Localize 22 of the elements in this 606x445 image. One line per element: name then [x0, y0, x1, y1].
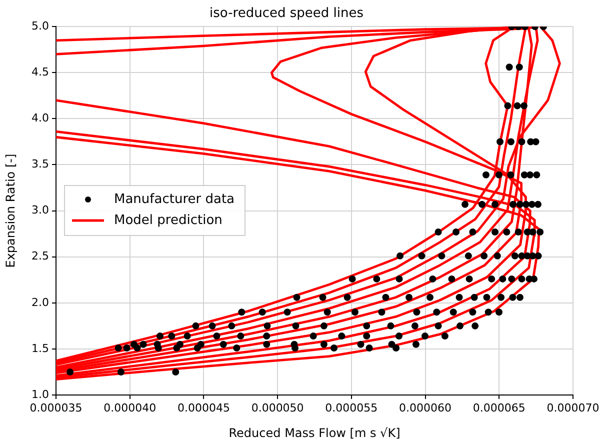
y-tick-label: 4.5 — [32, 66, 49, 79]
legend-label: Model prediction — [114, 212, 222, 228]
y-tick-label: 1.0 — [32, 388, 49, 401]
x-axis-title: Reduced Mass Flow [m s √K] — [228, 426, 400, 440]
x-tick-label: 0.000040 — [104, 401, 156, 414]
y-tick-label: 5.0 — [32, 19, 49, 32]
y-tick-label: 2.5 — [32, 250, 49, 263]
y-tick-label: 2.0 — [32, 296, 49, 309]
x-tick-label: 0.000050 — [251, 401, 304, 414]
x-tick-label: 0.000035 — [30, 401, 82, 414]
y-tick-label: 3.0 — [32, 204, 49, 217]
y-axis-title: Expansion Ratio [-] — [3, 154, 18, 268]
legend-label: Manufacturer data — [114, 192, 235, 207]
x-tick-label: 0.000045 — [177, 401, 230, 414]
y-tick-label: 3.5 — [32, 158, 49, 171]
x-tick-label: 0.000065 — [472, 401, 526, 414]
y-tick-label: 1.5 — [32, 342, 49, 355]
x-tick-label: 0.000070 — [546, 401, 600, 414]
x-tick-label: 0.000055 — [325, 401, 378, 414]
x-tick-label: 0.000060 — [399, 401, 452, 414]
y-tick-label: 4.0 — [32, 112, 49, 125]
chart-title: iso-reduced speed lines — [210, 6, 364, 22]
